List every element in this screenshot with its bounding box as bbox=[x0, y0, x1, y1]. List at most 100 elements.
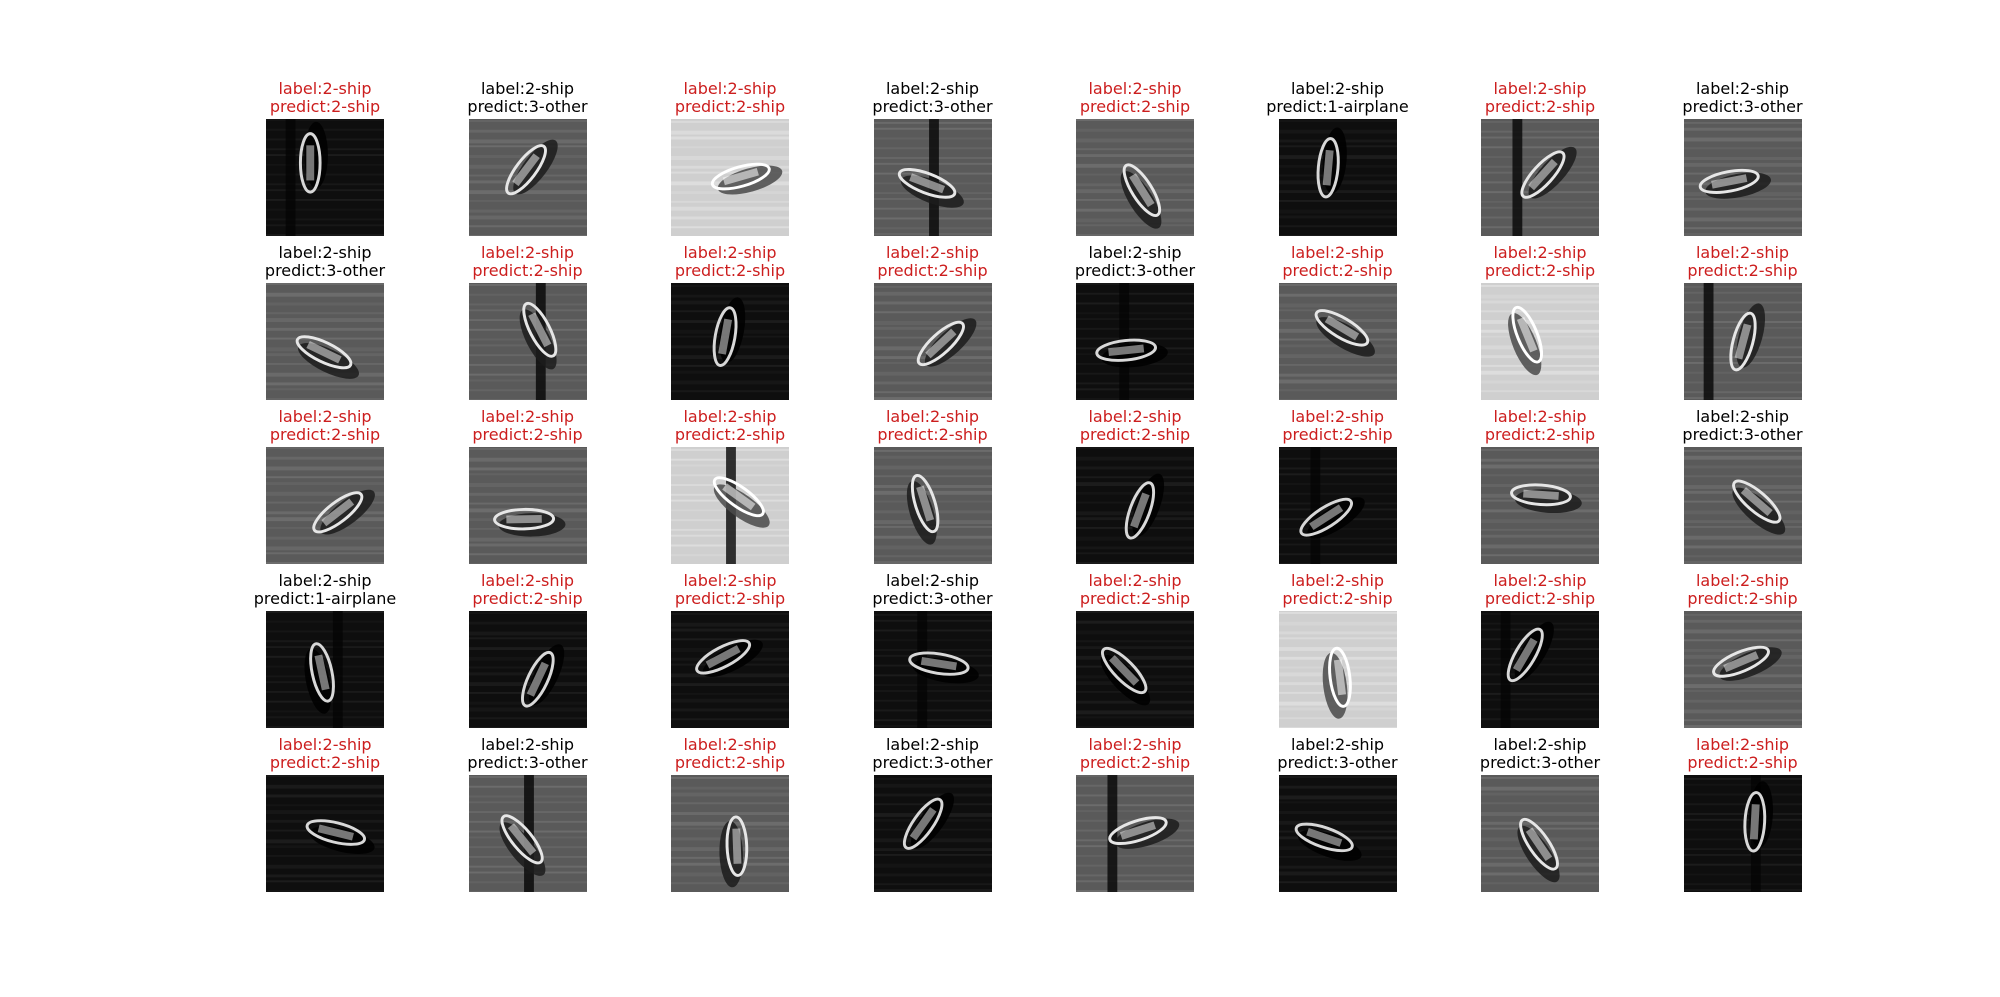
predict-text: predict:3-other bbox=[872, 97, 993, 116]
prediction-cell: label:2-ship predict:3-other bbox=[235, 244, 415, 404]
sonar-image bbox=[1278, 447, 1397, 564]
prediction-cell: label:2-ship predict:2-ship bbox=[235, 408, 415, 568]
sonar-image bbox=[671, 283, 789, 400]
predict-text: predict:2-ship bbox=[1282, 261, 1393, 280]
sonar-image bbox=[1683, 283, 1802, 400]
predict-text: predict:2-ship bbox=[472, 425, 583, 444]
label-text: label:2-ship bbox=[1088, 571, 1182, 590]
prediction-cell: label:2-ship predict:3-other bbox=[1653, 408, 1833, 568]
sonar-image bbox=[1683, 611, 1802, 728]
label-text: label:2-ship bbox=[278, 407, 372, 426]
label-text: label:2-ship bbox=[1088, 407, 1182, 426]
prediction-cell: label:2-ship predict:2-ship bbox=[1450, 80, 1630, 240]
prediction-cell: label:2-ship predict:2-ship bbox=[640, 244, 820, 404]
prediction-cell: label:2-ship predict:3-other bbox=[1045, 244, 1225, 404]
label-text: label:2-ship bbox=[480, 407, 575, 426]
sonar-image bbox=[671, 775, 789, 892]
prediction-cell: label:2-ship predict:2-ship bbox=[843, 244, 1023, 404]
sonar-image bbox=[1683, 775, 1802, 892]
sonar-image bbox=[1683, 119, 1802, 236]
sonar-image bbox=[1481, 283, 1599, 400]
predict-text: predict:2-ship bbox=[1687, 753, 1798, 772]
prediction-cell: label:2-ship predict:2-ship bbox=[1045, 572, 1225, 732]
label-text: label:2-ship bbox=[1493, 735, 1587, 754]
label-text: label:2-ship bbox=[683, 407, 777, 426]
predict-text: predict:1-airplane bbox=[1266, 97, 1409, 116]
sonar-image bbox=[873, 447, 992, 564]
label-text: label:2-ship bbox=[1290, 243, 1385, 262]
sonar-image bbox=[671, 611, 789, 728]
sonar-image bbox=[671, 119, 789, 236]
predict-text: predict:2-ship bbox=[674, 261, 786, 280]
label-text: label:2-ship bbox=[1695, 735, 1790, 754]
predict-text: predict:3-other bbox=[467, 753, 588, 772]
predict-text: predict:2-ship bbox=[269, 425, 381, 444]
predict-text: predict:2-ship bbox=[1484, 97, 1596, 116]
predict-text: predict:2-ship bbox=[1282, 589, 1393, 608]
sonar-image bbox=[1278, 119, 1397, 236]
prediction-cell: label:2-ship predict:3-other bbox=[843, 736, 1023, 896]
prediction-cell: label:2-ship predict:2-ship bbox=[1450, 244, 1630, 404]
label-text: label:2-ship bbox=[683, 571, 777, 590]
predict-text: predict:2-ship bbox=[674, 425, 786, 444]
sonar-image bbox=[1076, 611, 1194, 728]
prediction-cell: label:2-ship predict:2-ship bbox=[640, 572, 820, 732]
predict-text: predict:2-ship bbox=[1079, 589, 1191, 608]
label-text: label:2-ship bbox=[885, 735, 980, 754]
sonar-image bbox=[1481, 775, 1599, 892]
predict-text: predict:2-ship bbox=[1484, 261, 1596, 280]
label-text: label:2-ship bbox=[1088, 79, 1182, 98]
sonar-image bbox=[266, 611, 384, 728]
prediction-cell: label:2-ship predict:1-airplane bbox=[1248, 80, 1428, 240]
prediction-cell: label:2-ship predict:2-ship bbox=[843, 408, 1023, 568]
prediction-cell: label:2-ship predict:2-ship bbox=[1450, 572, 1630, 732]
prediction-cell: label:2-ship predict:2-ship bbox=[1653, 736, 1833, 896]
label-text: label:2-ship bbox=[1290, 735, 1385, 754]
prediction-cell: label:2-ship predict:3-other bbox=[843, 80, 1023, 240]
predict-text: predict:2-ship bbox=[674, 589, 786, 608]
label-text: label:2-ship bbox=[1493, 79, 1587, 98]
label-text: label:2-ship bbox=[1695, 407, 1790, 426]
sonar-image bbox=[468, 611, 587, 728]
label-text: label:2-ship bbox=[885, 79, 980, 98]
predict-text: predict:2-ship bbox=[674, 97, 786, 116]
prediction-cell: label:2-ship predict:2-ship bbox=[1248, 244, 1428, 404]
predict-text: predict:2-ship bbox=[1484, 589, 1596, 608]
sonar-image bbox=[1278, 283, 1397, 400]
predict-text: predict:3-other bbox=[1682, 425, 1803, 444]
label-text: label:2-ship bbox=[1088, 735, 1182, 754]
sonar-image bbox=[1076, 775, 1194, 892]
sonar-image bbox=[873, 611, 992, 728]
predict-text: predict:2-ship bbox=[1687, 589, 1798, 608]
predict-text: predict:3-other bbox=[872, 753, 993, 772]
label-text: label:2-ship bbox=[1695, 243, 1790, 262]
sonar-image bbox=[266, 775, 384, 892]
predict-text: predict:2-ship bbox=[674, 753, 786, 772]
prediction-cell: label:2-ship predict:2-ship bbox=[1045, 736, 1225, 896]
sonar-image bbox=[266, 447, 384, 564]
prediction-cell: label:2-ship predict:2-ship bbox=[438, 244, 618, 404]
sonar-image bbox=[468, 119, 587, 236]
predict-text: predict:3-other bbox=[1682, 97, 1803, 116]
predict-text: predict:3-other bbox=[1277, 753, 1398, 772]
predict-text: predict:2-ship bbox=[877, 425, 988, 444]
predict-text: predict:2-ship bbox=[877, 261, 988, 280]
predict-text: predict:3-other bbox=[1479, 753, 1601, 772]
predict-text: predict:2-ship bbox=[1484, 425, 1596, 444]
prediction-cell: label:2-ship predict:3-other bbox=[1248, 736, 1428, 896]
label-text: label:2-ship bbox=[683, 79, 777, 98]
prediction-cell: label:2-ship predict:2-ship bbox=[640, 408, 820, 568]
prediction-cell: label:2-ship predict:2-ship bbox=[1653, 572, 1833, 732]
sonar-image bbox=[1683, 447, 1802, 564]
predict-text: predict:2-ship bbox=[472, 589, 583, 608]
predict-text: predict:1-airplane bbox=[253, 589, 397, 608]
sonar-image bbox=[1481, 447, 1599, 564]
label-text: label:2-ship bbox=[683, 243, 777, 262]
predict-text: predict:3-other bbox=[467, 97, 588, 116]
sonar-image bbox=[1076, 119, 1194, 236]
prediction-cell: label:2-ship predict:3-other bbox=[843, 572, 1023, 732]
predict-text: predict:2-ship bbox=[1079, 425, 1191, 444]
label-text: label:2-ship bbox=[1493, 407, 1587, 426]
label-text: label:2-ship bbox=[480, 243, 575, 262]
